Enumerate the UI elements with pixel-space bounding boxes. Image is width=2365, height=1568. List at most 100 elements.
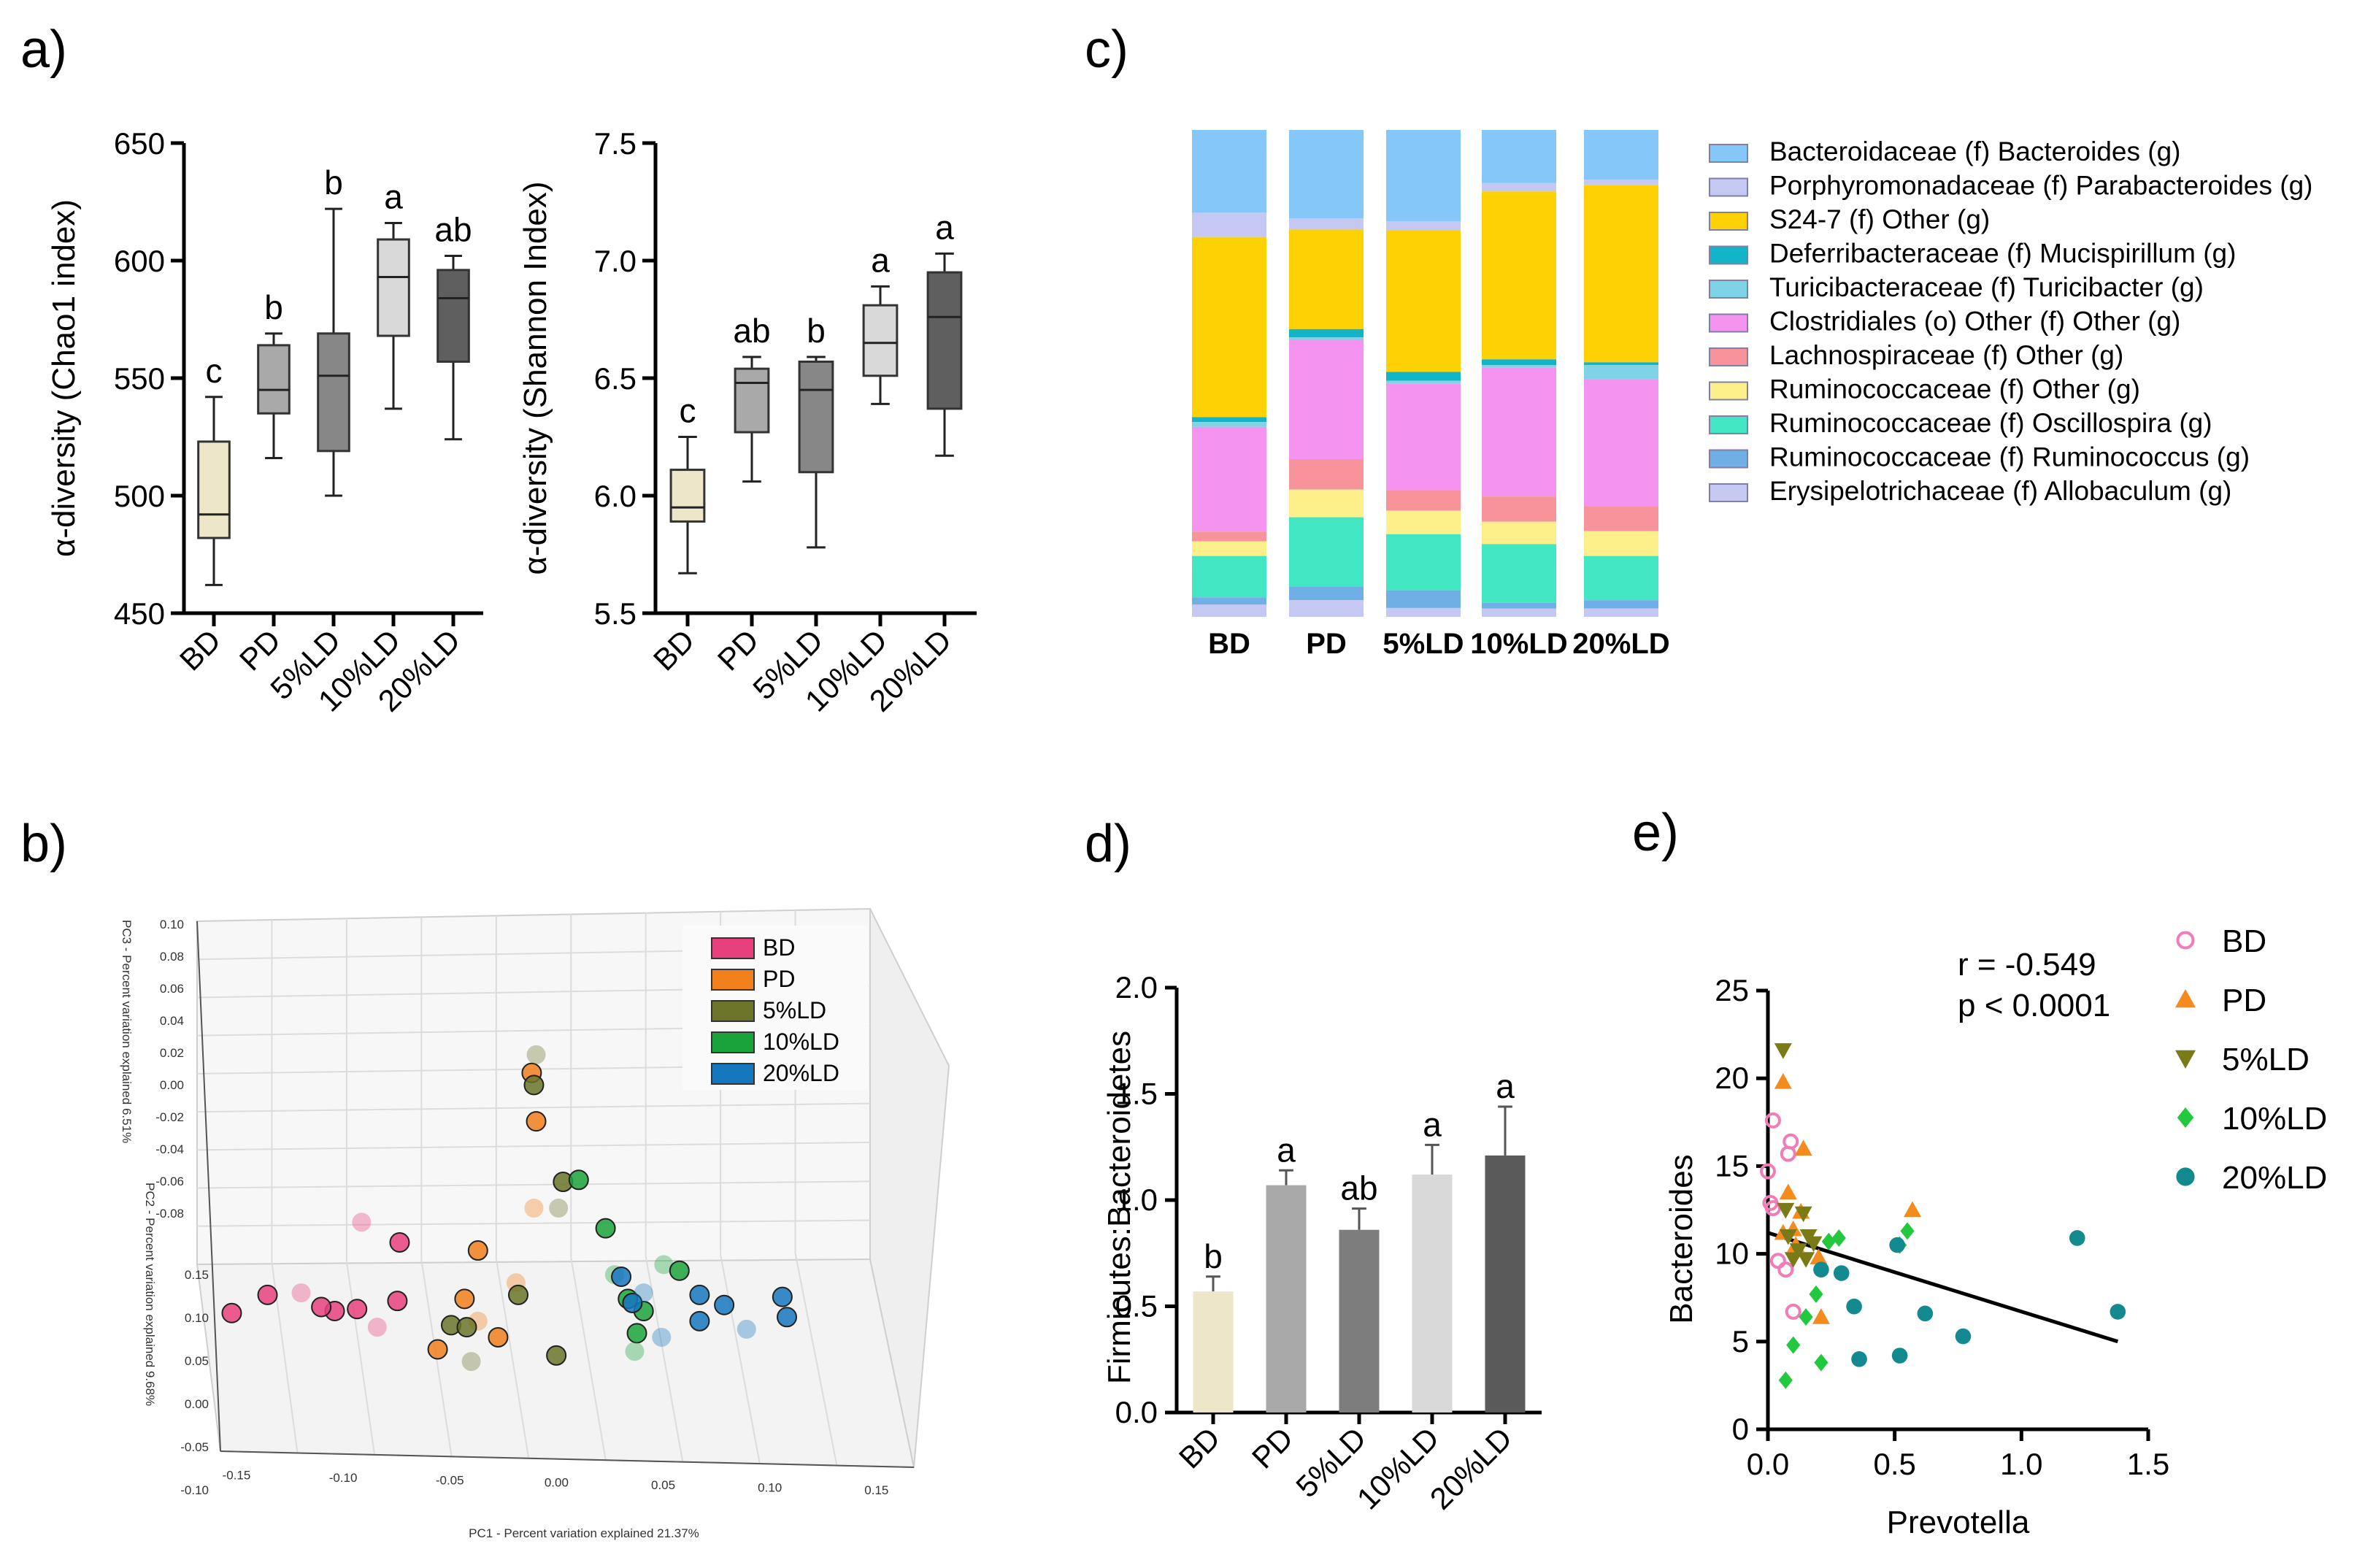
point-10%LD [626, 1323, 647, 1344]
segment-PD [1289, 229, 1364, 329]
point-10%LD [625, 1342, 645, 1361]
y-tick-label: 0.00 [185, 1397, 209, 1411]
box-10%LD [377, 238, 410, 337]
grid-line [345, 1261, 376, 1456]
point-BD [347, 1299, 368, 1320]
legend-label: Ruminococcaceae (f) Ruminococcus (g) [1769, 442, 2250, 472]
legend-label: Ruminococcaceae (f) Other (g) [1769, 374, 2140, 404]
point-BD [352, 1212, 372, 1232]
segment-5%LD [1386, 230, 1461, 372]
grid-line [720, 1254, 761, 1464]
segment-10%LD [1482, 602, 1556, 609]
point-20%LD [634, 1283, 653, 1303]
box-20%LD [437, 269, 470, 363]
grid-line [196, 1219, 871, 1227]
legend-marker-10%LD [2177, 1107, 2194, 1128]
point-BD [1764, 1200, 1781, 1217]
panel-label-e: e) [1632, 804, 1679, 862]
segment-PD [1289, 337, 1364, 341]
point-10%LD [669, 1260, 690, 1281]
point-20%LD [737, 1319, 756, 1339]
y-tick-label: -0.08 [155, 1207, 184, 1221]
category-label: 10%LD [1470, 628, 1567, 660]
category-label: PD [1306, 628, 1347, 660]
point-PD [1810, 1248, 1828, 1265]
significance-letter: ab [434, 211, 472, 249]
legend-label: S24-7 (f) Other (g) [1769, 204, 1990, 234]
y-tick-label: 6.0 [594, 479, 637, 513]
x-tick-label: 0.05 [651, 1478, 675, 1492]
segment-BD [1192, 604, 1266, 617]
segment-BD [1192, 426, 1266, 532]
legend-swatch-PD [711, 969, 755, 991]
legend-swatch [1709, 177, 1748, 197]
panel-label-c: c) [1085, 20, 1128, 79]
point-PD [1774, 1073, 1792, 1089]
segment-10%LD [1482, 521, 1556, 545]
box-5%LD [798, 360, 834, 474]
segment-5%LD [1386, 130, 1461, 222]
point-10%LD [1831, 1229, 1846, 1247]
y-tick-label: 7.5 [594, 126, 637, 161]
legend-swatch-10%LD [711, 1031, 755, 1053]
category-label: 5%LD [1383, 628, 1464, 660]
x-tick-label: 20%LD [1423, 1421, 1519, 1516]
bar-10%LD [1412, 1175, 1453, 1413]
point-10%LD [1900, 1222, 1915, 1240]
legend-marker-5%LD [2175, 1050, 2196, 1069]
legend-marker-BD [2176, 931, 2195, 950]
segment-5%LD [1386, 380, 1461, 384]
significance-letter: a [1277, 1131, 1296, 1169]
y-tick-label: 0.05 [185, 1354, 209, 1368]
segment-10%LD [1482, 608, 1556, 617]
box-5%LD [317, 332, 350, 453]
y-tick-label: 5.5 [594, 596, 637, 631]
segment-10%LD [1482, 367, 1556, 497]
significance-letter: a [871, 241, 890, 279]
segment-BD [1192, 212, 1266, 237]
segment-20%LD [1584, 600, 1658, 609]
significance-letter: a [1496, 1067, 1515, 1105]
significance-letter: ab [1340, 1169, 1377, 1207]
segment-5%LD [1386, 490, 1461, 511]
point-BD [1760, 1163, 1776, 1180]
legend-label: PD [763, 966, 795, 992]
point-20%LD [1813, 1261, 1829, 1278]
grid-line [794, 1253, 838, 1466]
point-PD [1812, 1308, 1830, 1324]
segment-20%LD [1584, 556, 1658, 601]
legend-label: Deferribacteraceae (f) Mucispirillum (g) [1769, 239, 2236, 269]
y-tick-label: 0.02 [160, 1046, 184, 1060]
y-tick-label: 650 [114, 126, 165, 161]
point-5%LD [526, 1045, 546, 1064]
point-5%LD [1777, 1202, 1795, 1219]
point-20%LD [1889, 1237, 1905, 1253]
r-value: r = -0.549 [1958, 947, 2096, 983]
segment-10%LD [1482, 496, 1556, 522]
x-tick-label: BD [647, 623, 701, 677]
y-tick-label: 5 [1732, 1324, 1749, 1358]
point-BD [1769, 1253, 1786, 1269]
category-label: 20%LD [1572, 628, 1669, 660]
segment-BD [1192, 237, 1266, 418]
segment-PD [1289, 586, 1364, 601]
legend-label: 10%LD [763, 1029, 839, 1055]
category-label: BD [1208, 628, 1250, 660]
significance-letter: b [1204, 1237, 1223, 1275]
p-value: p < 0.0001 [1958, 988, 2110, 1023]
y-tick-label: 20 [1715, 1061, 1749, 1095]
point-BD [389, 1232, 410, 1253]
segment-5%LD [1386, 510, 1461, 534]
segment-PD [1289, 600, 1364, 617]
point-20%LD [622, 1292, 643, 1313]
point-PD [427, 1339, 448, 1360]
y-tick-label: -0.06 [155, 1175, 184, 1188]
x-axis-title: PC1 - Percent variation explained 21.37% [469, 1526, 699, 1540]
point-20%LD [772, 1286, 793, 1307]
point-BD [257, 1284, 278, 1305]
x-tick-label: 1.0 [2000, 1447, 2042, 1481]
y-tick-label: 450 [114, 596, 165, 631]
significance-letter: ab [733, 312, 770, 350]
y-axis-title: PC2 - Percent variation explained 9.68% [143, 1183, 157, 1406]
point-20%LD [2110, 1304, 2126, 1320]
